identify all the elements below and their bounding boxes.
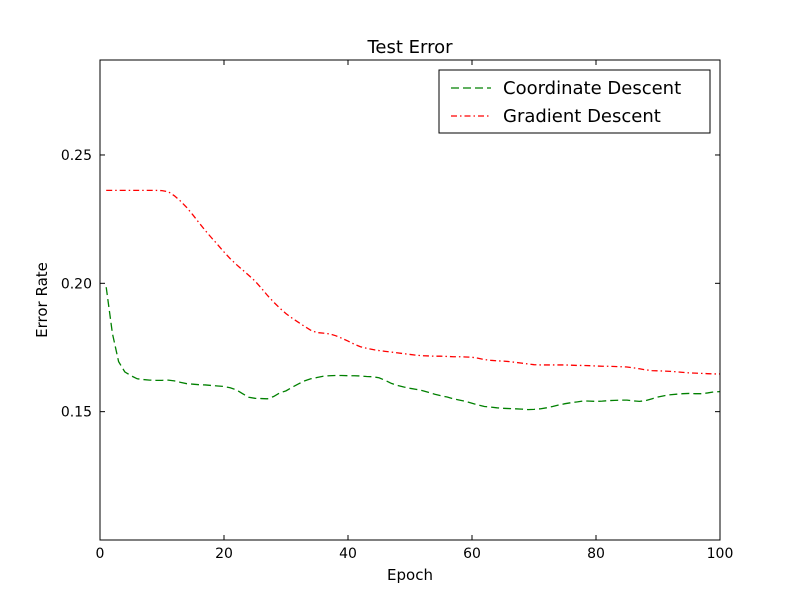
- y-tick-label: 0.20: [61, 276, 92, 292]
- x-tick-label: 60: [463, 546, 481, 562]
- plot-frame: [99, 59, 721, 541]
- series-line-gradient-descent: [106, 189, 720, 375]
- legend-label-gradient-descent: Gradient Descent: [503, 106, 661, 127]
- legend-entries: Coordinate Descent Gradient Descent: [451, 78, 681, 127]
- series-line-coordinate-descent: [105, 287, 721, 411]
- x-tick-label: 100: [707, 546, 734, 562]
- x-tick-label: 40: [339, 546, 357, 562]
- legend-label-coordinate-descent: Coordinate Descent: [503, 78, 681, 99]
- legend-box: [438, 69, 711, 134]
- y-tick-label: 0.25: [61, 148, 92, 164]
- legend: Coordinate Descent Gradient Descent: [438, 69, 711, 134]
- ticks-layer: 0 20 40 60 80 100 0.15 0.20 0.25: [61, 60, 734, 562]
- x-tick-label: 0: [96, 546, 105, 562]
- chart-title: Test Error: [366, 37, 453, 58]
- series-layer: [105, 189, 721, 411]
- x-axis-label: Epoch: [387, 566, 433, 584]
- y-axis-label: Error Rate: [33, 262, 51, 338]
- y-tick-label: 0.15: [61, 405, 92, 421]
- x-tick-label: 80: [587, 546, 605, 562]
- x-tick-label: 20: [215, 546, 233, 562]
